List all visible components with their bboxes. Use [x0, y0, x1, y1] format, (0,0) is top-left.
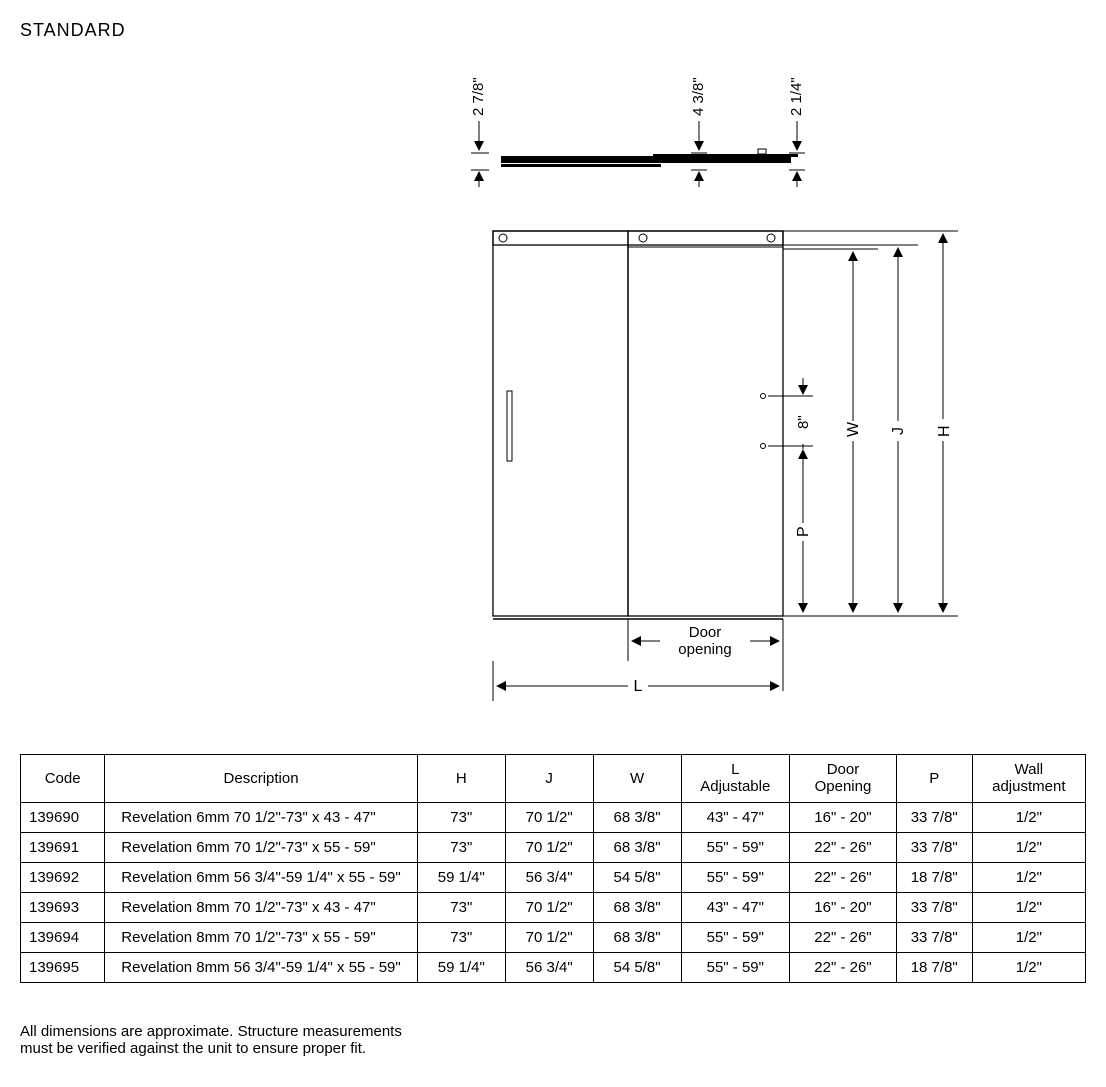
svg-text:Door: Door — [689, 624, 722, 641]
cell-code: 139695 — [21, 952, 105, 982]
cell-J: 70 1/2" — [505, 922, 593, 952]
table-row: 139694Revelation 8mm 70 1/2"-73" x 55 - … — [21, 922, 1086, 952]
cell-desc: Revelation 8mm 70 1/2"-73" x 55 - 59" — [105, 922, 418, 952]
cell-W: 68 3/8" — [593, 922, 681, 952]
cell-J: 70 1/2" — [505, 802, 593, 832]
cell-W: 68 3/8" — [593, 802, 681, 832]
spec-diagram: 2 7/8" 4 3/8" 2 1/4" — [123, 61, 983, 711]
dim-W: W — [845, 421, 862, 437]
dim-H: H — [936, 425, 953, 437]
dim-L: L — [634, 678, 643, 695]
cell-P: 18 7/8" — [896, 952, 972, 982]
cell-code: 139690 — [21, 802, 105, 832]
cell-W: 54 5/8" — [593, 862, 681, 892]
table-row: 139691Revelation 6mm 70 1/2"-73" x 55 - … — [21, 832, 1086, 862]
cell-code: 139693 — [21, 892, 105, 922]
cell-wall: 1/2" — [972, 892, 1085, 922]
col-H: H — [417, 755, 505, 803]
cell-L: 43" - 47" — [681, 802, 790, 832]
cell-wall: 1/2" — [972, 952, 1085, 982]
table-row: 139692Revelation 6mm 56 3/4"-59 1/4" x 5… — [21, 862, 1086, 892]
table-row: 139695Revelation 8mm 56 3/4"-59 1/4" x 5… — [21, 952, 1086, 982]
cell-W: 54 5/8" — [593, 952, 681, 982]
cell-L: 43" - 47" — [681, 892, 790, 922]
col-door: DoorOpening — [790, 755, 897, 803]
cell-H: 73" — [417, 922, 505, 952]
cell-P: 33 7/8" — [896, 922, 972, 952]
cell-L: 55" - 59" — [681, 952, 790, 982]
cell-code: 139692 — [21, 862, 105, 892]
cell-H: 73" — [417, 802, 505, 832]
cell-J: 70 1/2" — [505, 832, 593, 862]
cell-W: 68 3/8" — [593, 892, 681, 922]
footnote: All dimensions are approximate. Structur… — [20, 1023, 540, 1057]
diagram-area: 2 7/8" 4 3/8" 2 1/4" — [20, 61, 1086, 714]
table-row: 139693Revelation 8mm 70 1/2"-73" x 43 - … — [21, 892, 1086, 922]
col-L: LAdjustable — [681, 755, 790, 803]
cell-door: 16" - 20" — [790, 892, 897, 922]
cell-door: 22" - 26" — [790, 832, 897, 862]
front-view: Door opening Door opening L 8" P W — [493, 231, 958, 701]
col-P: P — [896, 755, 972, 803]
table-header-row: Code Description H J W LAdjustable DoorO… — [21, 755, 1086, 803]
cell-H: 73" — [417, 892, 505, 922]
cell-desc: Revelation 8mm 70 1/2"-73" x 43 - 47" — [105, 892, 418, 922]
cell-L: 55" - 59" — [681, 862, 790, 892]
col-desc: Description — [105, 755, 418, 803]
cell-J: 70 1/2" — [505, 892, 593, 922]
cell-L: 55" - 59" — [681, 922, 790, 952]
spec-table: Code Description H J W LAdjustable DoorO… — [20, 754, 1086, 983]
cell-H: 59 1/4" — [417, 862, 505, 892]
dim-J: J — [890, 427, 907, 435]
cell-wall: 1/2" — [972, 802, 1085, 832]
table-row: 139690Revelation 6mm 70 1/2"-73" x 43 - … — [21, 802, 1086, 832]
cell-door: 22" - 26" — [790, 862, 897, 892]
cell-P: 33 7/8" — [896, 832, 972, 862]
dim-P: P — [795, 526, 812, 537]
cell-W: 68 3/8" — [593, 832, 681, 862]
cell-wall: 1/2" — [972, 922, 1085, 952]
cell-P: 33 7/8" — [896, 892, 972, 922]
cell-door: 16" - 20" — [790, 802, 897, 832]
cell-H: 73" — [417, 832, 505, 862]
cell-door: 22" - 26" — [790, 952, 897, 982]
cell-J: 56 3/4" — [505, 862, 593, 892]
cell-P: 33 7/8" — [896, 802, 972, 832]
cell-P: 18 7/8" — [896, 862, 972, 892]
col-wall: Walladjustment — [972, 755, 1085, 803]
cell-desc: Revelation 6mm 70 1/2"-73" x 55 - 59" — [105, 832, 418, 862]
dim-b-label: 4 3/8" — [690, 77, 707, 116]
svg-text:opening: opening — [678, 641, 731, 658]
dim-a-label: 2 7/8" — [470, 77, 487, 116]
top-view: 2 7/8" 4 3/8" 2 1/4" — [470, 77, 805, 187]
cell-code: 139694 — [21, 922, 105, 952]
cell-H: 59 1/4" — [417, 952, 505, 982]
cell-desc: Revelation 6mm 56 3/4"-59 1/4" x 55 - 59… — [105, 862, 418, 892]
cell-door: 22" - 26" — [790, 922, 897, 952]
col-W: W — [593, 755, 681, 803]
dim-c-label: 2 1/4" — [788, 77, 805, 116]
cell-L: 55" - 59" — [681, 832, 790, 862]
dim-8: 8" — [795, 415, 812, 429]
cell-wall: 1/2" — [972, 862, 1085, 892]
cell-code: 139691 — [21, 832, 105, 862]
cell-desc: Revelation 8mm 56 3/4"-59 1/4" x 55 - 59… — [105, 952, 418, 982]
cell-desc: Revelation 6mm 70 1/2"-73" x 43 - 47" — [105, 802, 418, 832]
col-code: Code — [21, 755, 105, 803]
cell-J: 56 3/4" — [505, 952, 593, 982]
page-title: STANDARD — [20, 20, 1086, 41]
col-J: J — [505, 755, 593, 803]
cell-wall: 1/2" — [972, 832, 1085, 862]
